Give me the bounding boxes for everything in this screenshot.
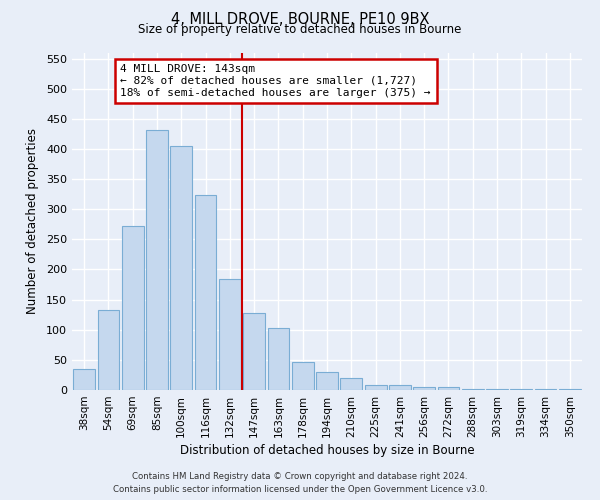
Bar <box>170 146 192 390</box>
Bar <box>389 385 411 390</box>
Bar <box>413 387 435 390</box>
Bar <box>194 196 217 390</box>
Bar <box>146 130 168 390</box>
Bar <box>122 226 143 390</box>
Text: 4 MILL DROVE: 143sqm
← 82% of detached houses are smaller (1,727)
18% of semi-de: 4 MILL DROVE: 143sqm ← 82% of detached h… <box>121 64 431 98</box>
Bar <box>340 378 362 390</box>
Bar <box>97 310 119 390</box>
Bar <box>559 389 581 390</box>
Bar <box>73 369 95 390</box>
Text: 4, MILL DROVE, BOURNE, PE10 9BX: 4, MILL DROVE, BOURNE, PE10 9BX <box>171 12 429 28</box>
Y-axis label: Number of detached properties: Number of detached properties <box>26 128 39 314</box>
Bar <box>316 372 338 390</box>
Bar <box>437 387 460 390</box>
Bar <box>511 389 532 390</box>
Bar <box>462 389 484 390</box>
Bar <box>243 314 265 390</box>
Bar <box>268 328 289 390</box>
Bar <box>292 362 314 390</box>
Bar <box>486 389 508 390</box>
Bar <box>535 389 556 390</box>
Bar <box>219 279 241 390</box>
X-axis label: Distribution of detached houses by size in Bourne: Distribution of detached houses by size … <box>179 444 475 457</box>
Text: Contains HM Land Registry data © Crown copyright and database right 2024.
Contai: Contains HM Land Registry data © Crown c… <box>113 472 487 494</box>
Text: Size of property relative to detached houses in Bourne: Size of property relative to detached ho… <box>139 22 461 36</box>
Bar <box>365 385 386 390</box>
